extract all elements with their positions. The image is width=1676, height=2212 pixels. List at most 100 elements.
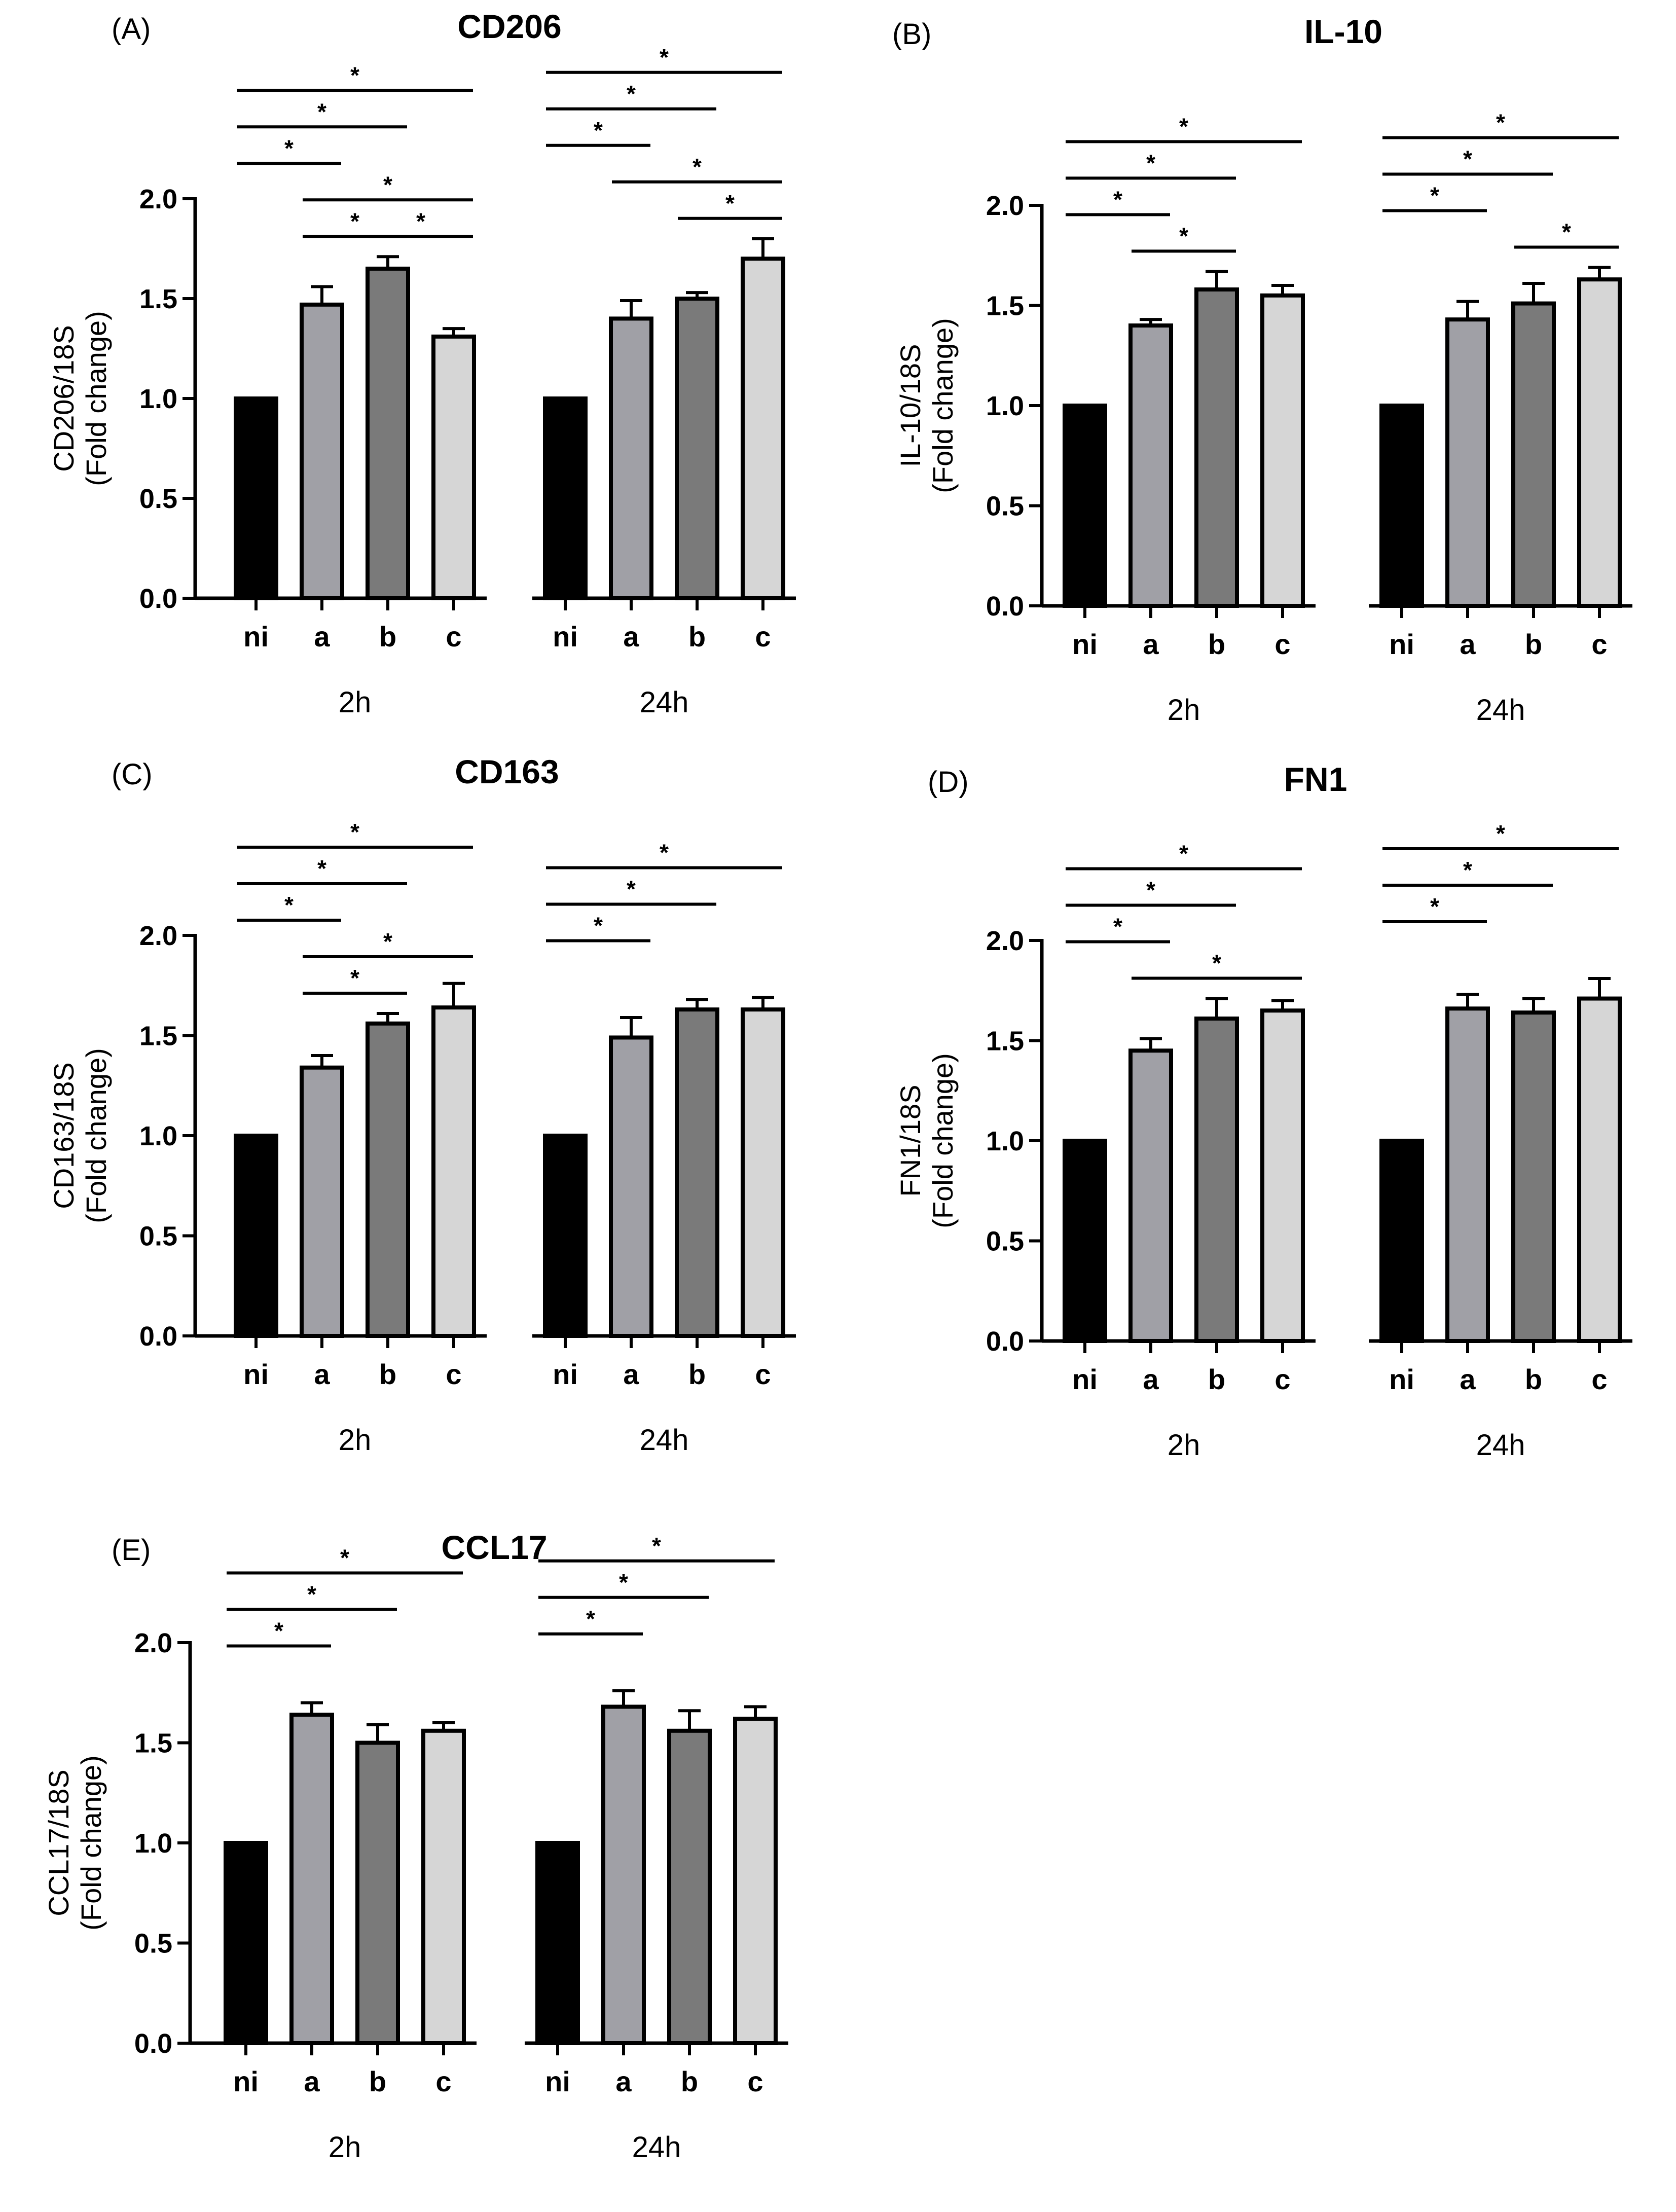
significance-star: *	[350, 819, 359, 845]
y-tick-label: 1.0	[139, 384, 177, 414]
y-tick-label: 0.0	[986, 1326, 1024, 1357]
bar-24h-b	[1511, 301, 1556, 608]
group-label: 2h	[329, 2131, 361, 2164]
significance-star: *	[274, 1618, 283, 1644]
bar-2h-a	[289, 1713, 334, 2045]
significance-star: *	[660, 44, 669, 70]
significance-star: *	[627, 876, 636, 902]
x-tick-label: a	[314, 621, 330, 652]
x-tick-label: c	[446, 621, 461, 652]
significance-star: *	[1496, 820, 1505, 847]
chart-title: IL-10	[1304, 13, 1382, 50]
x-tick-label: ni	[243, 1358, 269, 1390]
significance-star: *	[619, 1569, 628, 1595]
y-tick-label: 2.0	[986, 191, 1024, 221]
x-tick-label: ni	[1389, 1363, 1414, 1395]
significance-star: *	[317, 98, 326, 125]
bar-2h-ni	[1063, 1139, 1107, 1343]
y-tick-label: 1.5	[986, 291, 1024, 321]
x-tick-label: a	[314, 1358, 330, 1390]
bar-24h-a	[609, 1035, 653, 1338]
group-label: 24h	[1476, 1429, 1525, 1462]
significance-star: *	[350, 208, 359, 234]
y-tick-label: 1.5	[139, 284, 177, 314]
y-tick-label: 1.0	[139, 1121, 177, 1151]
chart-title: CD206	[457, 8, 561, 45]
x-tick-label: c	[1274, 1363, 1290, 1395]
x-tick-label: a	[1143, 1363, 1159, 1395]
x-tick-label: b	[1208, 1363, 1225, 1395]
bar-2h-ni	[1063, 404, 1107, 608]
bar-24h-ni	[1379, 404, 1424, 608]
bar-2h-a	[1128, 323, 1173, 608]
bar-24h-c	[733, 1717, 778, 2046]
significance-star: *	[1430, 182, 1439, 208]
bar-2h-c	[431, 334, 476, 600]
significance-star: *	[383, 928, 392, 955]
x-tick-label: ni	[1072, 628, 1098, 660]
panel-label: (C)	[112, 758, 153, 791]
significance-star: *	[1179, 223, 1188, 249]
bar-24h-b	[675, 1007, 719, 1338]
y-axis-label: CCL17/18S(Fold change)	[43, 1755, 107, 1931]
bar-24h-ni	[543, 396, 588, 600]
y-tick-label: 2.0	[986, 926, 1024, 956]
bar-2h-ni	[234, 1134, 278, 1338]
bar-2h-ni	[234, 396, 278, 600]
x-tick-label: a	[1143, 628, 1159, 660]
y-tick-label: 2.0	[139, 184, 177, 214]
panel-label: (E)	[112, 1534, 151, 1567]
significance-star: *	[1463, 857, 1472, 883]
bar-24h-c	[1577, 277, 1622, 608]
group-label: 24h	[640, 1424, 689, 1457]
bar-24h-c	[741, 1007, 785, 1338]
bar-24h-ni	[543, 1134, 588, 1338]
significance-star: *	[340, 1545, 349, 1571]
y-tick-label: 0.0	[134, 2028, 172, 2059]
x-tick-label: ni	[243, 621, 269, 652]
significance-star: *	[652, 1533, 661, 1559]
significance-star: *	[586, 1606, 595, 1632]
significance-star: *	[1179, 841, 1188, 867]
bar-2h-c	[1260, 1008, 1305, 1343]
bar-24h-c	[741, 257, 785, 600]
bar-2h-a	[1128, 1048, 1173, 1343]
x-tick-label: c	[755, 621, 771, 652]
x-tick-label: c	[1591, 628, 1607, 660]
y-axis-label: IL-10/18S(Fold change)	[894, 318, 959, 493]
bar-24h-b	[667, 1728, 712, 2046]
group-label: 24h	[632, 2131, 681, 2164]
y-tick-label: 0.0	[139, 584, 177, 614]
significance-star: *	[1179, 113, 1188, 139]
bar-2h-a	[300, 1065, 344, 1338]
y-tick-label: 1.0	[986, 1126, 1024, 1156]
significance-star: *	[594, 117, 603, 143]
x-tick-label: ni	[1389, 628, 1414, 660]
y-tick-label: 0.0	[139, 1321, 177, 1352]
y-tick-label: 1.5	[986, 1026, 1024, 1057]
x-tick-label: ni	[1072, 1363, 1098, 1395]
bar-24h-c	[1577, 996, 1622, 1344]
significance-star: *	[317, 855, 326, 882]
bar-24h-a	[1445, 317, 1490, 608]
x-tick-label: b	[379, 1358, 396, 1390]
x-tick-label: b	[379, 621, 396, 652]
chart-panel-c: (C) CD163 0.0 0.5 1.0 1.5 2.0 CD163/18S(Fold ch…	[48, 753, 796, 1457]
bar-2h-b	[1194, 287, 1239, 608]
x-tick-label: b	[1208, 628, 1225, 660]
significance-star: *	[627, 81, 636, 107]
y-tick-label: 0.5	[134, 1929, 172, 1959]
x-tick-label: a	[1460, 628, 1476, 660]
bar-24h-a	[601, 1705, 646, 2045]
panel-label: (D)	[928, 766, 969, 799]
group-label: 24h	[1476, 694, 1525, 727]
y-tick-label: 0.5	[986, 491, 1024, 522]
significance-star: *	[383, 171, 392, 198]
x-tick-label: b	[369, 2065, 386, 2097]
x-tick-label: a	[615, 2065, 632, 2097]
significance-star: *	[1430, 893, 1439, 920]
y-tick-label: 2.0	[139, 921, 177, 951]
x-tick-label: c	[755, 1358, 771, 1390]
significance-star: *	[1146, 877, 1155, 903]
